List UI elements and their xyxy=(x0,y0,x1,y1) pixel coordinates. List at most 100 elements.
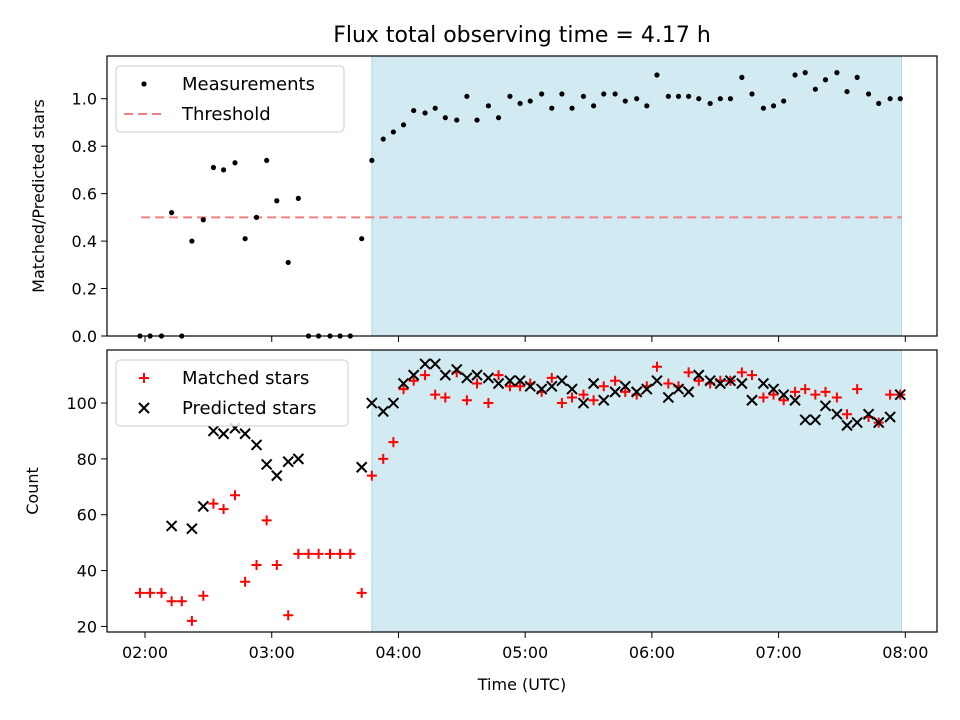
predicted-star-point xyxy=(165,520,178,532)
matched-star-point xyxy=(493,370,504,381)
matched-star-point xyxy=(198,590,209,601)
measurement-point xyxy=(539,91,545,97)
measurement-point xyxy=(580,93,587,99)
measurement-point xyxy=(369,157,375,164)
predicted-star-point xyxy=(789,394,801,406)
measurement-point xyxy=(897,96,903,102)
predicted-star-point xyxy=(429,358,441,370)
matched-star-point xyxy=(746,370,757,381)
matched-star-point xyxy=(556,398,567,409)
predicted-star-point xyxy=(514,375,526,387)
measurement-point xyxy=(210,164,217,171)
measurement-point xyxy=(264,157,270,164)
predicted-star-point xyxy=(556,375,568,387)
measurement-point xyxy=(474,117,480,123)
measurement-point xyxy=(622,98,628,104)
predicted-star-point xyxy=(355,461,368,473)
measurement-point xyxy=(654,72,660,78)
measurement-point xyxy=(189,238,195,244)
y-tick-label: 20 xyxy=(77,617,97,636)
measurement-point xyxy=(422,110,428,116)
matched-star-point xyxy=(313,548,324,559)
predicted-star-point xyxy=(292,453,305,465)
matched-star-point xyxy=(345,548,356,559)
predicted-star-point xyxy=(841,419,853,432)
axes-frame xyxy=(106,55,938,337)
predicted-star-point xyxy=(451,363,463,376)
measurement-point xyxy=(844,88,850,95)
measurement-point xyxy=(442,115,448,121)
y-axis-label: Count xyxy=(23,467,42,515)
matched-star-point xyxy=(378,453,389,464)
matched-star-point xyxy=(651,361,662,372)
predicted-star-point xyxy=(504,375,516,387)
matched-star-point xyxy=(567,392,578,403)
predicted-star-point xyxy=(492,377,505,390)
measurement-point xyxy=(696,96,702,102)
measurement-point xyxy=(464,93,470,99)
predicted-star-point xyxy=(546,380,558,393)
x-tick-label: 04:00 xyxy=(375,643,421,662)
legend-box xyxy=(115,359,349,427)
predicted-star-point xyxy=(851,416,863,429)
matched-star-point xyxy=(663,378,674,389)
matched-star-point xyxy=(166,596,177,607)
measurement-point xyxy=(717,96,723,102)
predicted-star-point xyxy=(598,394,610,406)
measurement-point xyxy=(812,86,818,92)
measurement-point xyxy=(411,107,417,114)
predicted-star-point xyxy=(419,358,431,370)
measurement-point xyxy=(770,103,777,109)
predicted-star-point xyxy=(724,375,737,387)
matched-star-point xyxy=(261,515,272,526)
matched-star-point xyxy=(620,386,631,397)
measurement-point xyxy=(169,210,175,216)
matched-star-point xyxy=(325,548,336,559)
predicted-star-point xyxy=(271,469,283,482)
x-tick-label: 02:00 xyxy=(122,643,168,662)
matched-star-point xyxy=(356,587,367,598)
matched-star-point xyxy=(588,395,599,406)
measurement-point xyxy=(359,236,365,242)
y-tick-label: 0.8 xyxy=(72,137,97,156)
predicted-star-point xyxy=(757,377,770,390)
predicted-star-point xyxy=(777,388,790,401)
matched-star-point xyxy=(461,395,472,406)
legend-dot-icon xyxy=(141,81,147,87)
shaded-observing-window xyxy=(371,55,903,337)
measurement-point xyxy=(559,91,565,97)
measurement-point xyxy=(644,103,650,109)
measurement-point xyxy=(380,136,386,142)
predicted-star-point xyxy=(831,408,843,420)
predicted-star-point xyxy=(662,391,675,404)
matched-star-point xyxy=(335,548,346,559)
predicted-star-point xyxy=(250,439,263,451)
matched-star-point xyxy=(430,389,441,400)
matched-star-point xyxy=(218,504,229,515)
matched-star-point xyxy=(578,389,589,400)
predicted-star-point xyxy=(482,372,495,384)
matched-star-point xyxy=(842,409,853,420)
predicted-star-point xyxy=(397,377,410,390)
predicted-star-point xyxy=(260,458,273,471)
measurement-point xyxy=(727,96,734,102)
measurement-point xyxy=(549,105,555,111)
legend-x-icon xyxy=(138,402,150,414)
predicted-star-point xyxy=(819,400,832,412)
measurement-point xyxy=(220,167,227,173)
matched-star-point xyxy=(303,548,314,559)
matched-star-point xyxy=(515,381,526,392)
matched-star-point xyxy=(420,370,431,381)
predicted-star-point xyxy=(377,405,389,418)
measurement-point xyxy=(569,105,575,111)
predicted-star-point xyxy=(619,380,631,393)
measurement-point xyxy=(665,93,671,99)
matched-star-point xyxy=(790,386,801,397)
legend-box xyxy=(115,65,345,133)
predicted-star-point xyxy=(282,455,294,468)
matched-star-point xyxy=(885,389,896,400)
matched-star-point xyxy=(800,384,811,395)
predicted-star-point xyxy=(693,369,705,381)
x-tick-label: 08:00 xyxy=(882,643,928,662)
top-panel: 0.0 0.2 0.4 0.6 0.8 1.0 Matched/Predicted star… xyxy=(29,55,938,346)
